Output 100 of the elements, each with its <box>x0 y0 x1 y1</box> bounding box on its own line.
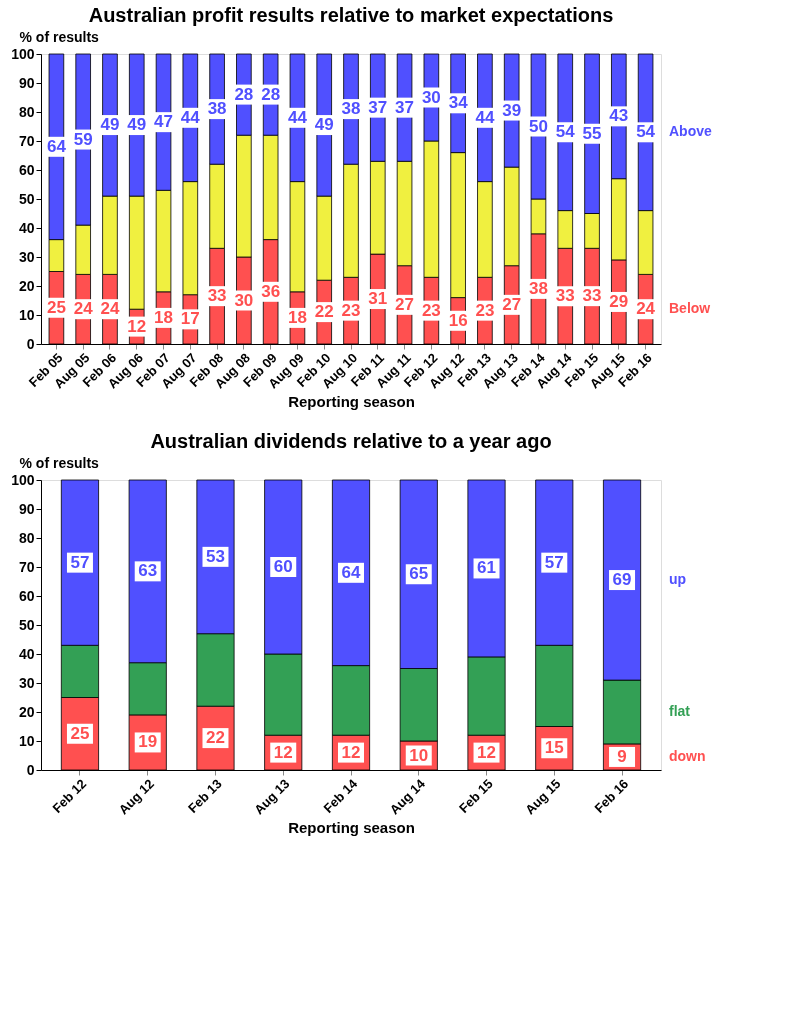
data-label: 65 <box>409 564 429 584</box>
y-tick-label: 10 <box>18 732 35 749</box>
data-label: 34 <box>448 93 469 113</box>
data-label: 63 <box>138 561 158 581</box>
data-label: 10 <box>409 745 429 765</box>
data-label: 16 <box>448 310 468 330</box>
data-label: 64 <box>46 136 67 156</box>
data-label: 18 <box>154 307 173 327</box>
y-tick-label: 50 <box>18 190 35 207</box>
data-label: 38 <box>341 99 361 119</box>
y-tick-label: 0 <box>26 761 35 778</box>
data-label: 30 <box>421 87 441 107</box>
data-label: 33 <box>555 286 575 306</box>
data-label: 12 <box>273 742 293 762</box>
data-label: 61 <box>477 558 496 578</box>
data-label: 49 <box>127 115 147 135</box>
x-tick-label: Feb 12 <box>49 776 90 816</box>
data-label: 44 <box>287 107 308 127</box>
chart-title: Australian profit results relative to market expectations <box>88 4 614 26</box>
data-label: 15 <box>544 738 564 758</box>
x-axis-title: Reporting season <box>288 819 415 837</box>
data-label: 24 <box>73 299 94 319</box>
data-label: 27 <box>395 294 415 314</box>
data-label: 23 <box>341 300 361 320</box>
y-axis-title: % of results <box>19 454 100 471</box>
data-label: 49 <box>314 115 334 135</box>
data-label: 25 <box>70 723 90 743</box>
y-tick-label: 60 <box>18 587 35 604</box>
data-label: 54 <box>636 122 656 142</box>
series-label: Above <box>669 123 712 140</box>
data-label: 17 <box>180 309 200 329</box>
x-tick-label: Feb 15 <box>455 776 496 816</box>
y-tick-label: 40 <box>18 219 35 236</box>
y-tick-label: 20 <box>18 277 35 294</box>
data-label: 28 <box>261 84 281 104</box>
x-tick-label: Feb 16 <box>591 776 632 816</box>
data-label: 27 <box>502 294 522 314</box>
y-tick-label: 50 <box>18 616 35 633</box>
data-label: 12 <box>127 316 147 336</box>
data-label: 31 <box>368 289 388 309</box>
data-label: 22 <box>314 302 334 322</box>
data-label: 39 <box>502 100 522 120</box>
data-label: 59 <box>73 129 93 149</box>
y-tick-label: 60 <box>18 161 35 178</box>
data-label: 23 <box>475 300 495 320</box>
data-label: 55 <box>582 123 602 143</box>
chart-title: Australian dividends relative to a year ago <box>150 430 552 452</box>
data-label: 36 <box>261 281 281 301</box>
data-label: 22 <box>206 728 225 748</box>
data-label: 29 <box>609 291 629 311</box>
data-label: 33 <box>207 286 227 306</box>
x-tick-label: Aug 15 <box>522 776 564 818</box>
y-tick-label: 70 <box>18 132 35 149</box>
y-axis-title: % of results <box>19 28 100 45</box>
data-label: 44 <box>475 107 495 127</box>
data-label: 49 <box>100 115 120 135</box>
text: down <box>669 747 706 764</box>
data-label: 9 <box>617 746 627 766</box>
y-tick-label: 80 <box>18 103 35 120</box>
data-label: 28 <box>234 84 254 104</box>
x-tick-label: Feb 13 <box>184 776 225 816</box>
x-tick-label: Aug 12 <box>115 776 157 818</box>
y-tick-label: 20 <box>18 703 35 720</box>
data-label: 18 <box>287 307 307 327</box>
data-label: 43 <box>609 106 629 126</box>
y-tick-label: 10 <box>18 306 35 323</box>
data-label: 23 <box>421 300 441 320</box>
data-label: 30 <box>234 290 254 310</box>
data-label: 54 <box>555 122 576 142</box>
data-label: 33 <box>582 286 602 306</box>
data-label: 53 <box>206 546 225 566</box>
y-tick-label: 30 <box>18 674 35 691</box>
y-tick-label: 80 <box>18 529 35 546</box>
x-tick-label: Aug 14 <box>386 775 429 818</box>
data-label: 12 <box>341 742 361 762</box>
y-tick-label: 90 <box>18 74 35 91</box>
series-label: Below <box>669 300 711 317</box>
data-label: 57 <box>70 552 90 572</box>
data-label: 69 <box>612 570 632 590</box>
y-tick-label: 100 <box>11 45 35 62</box>
data-label: 44 <box>180 107 201 127</box>
y-tick-label: 70 <box>18 558 35 575</box>
data-label: 37 <box>395 97 415 117</box>
data-label: 57 <box>544 552 564 572</box>
data-label: 37 <box>368 97 388 117</box>
data-label: 47 <box>154 112 173 132</box>
data-label: 38 <box>529 278 548 298</box>
x-axis-title: Reporting season <box>288 393 415 411</box>
y-tick-label: 90 <box>18 500 35 517</box>
data-label: 25 <box>46 297 66 317</box>
text: up <box>669 571 687 588</box>
data-label: 64 <box>341 562 361 582</box>
data-label: 60 <box>273 557 293 576</box>
text: flat <box>669 703 691 719</box>
y-tick-label: 0 <box>26 335 35 352</box>
data-label: 24 <box>100 299 120 319</box>
data-label: 12 <box>477 742 496 762</box>
y-tick-label: 100 <box>11 471 35 488</box>
y-tick-label: 40 <box>18 645 35 662</box>
data-label: 38 <box>207 99 227 119</box>
